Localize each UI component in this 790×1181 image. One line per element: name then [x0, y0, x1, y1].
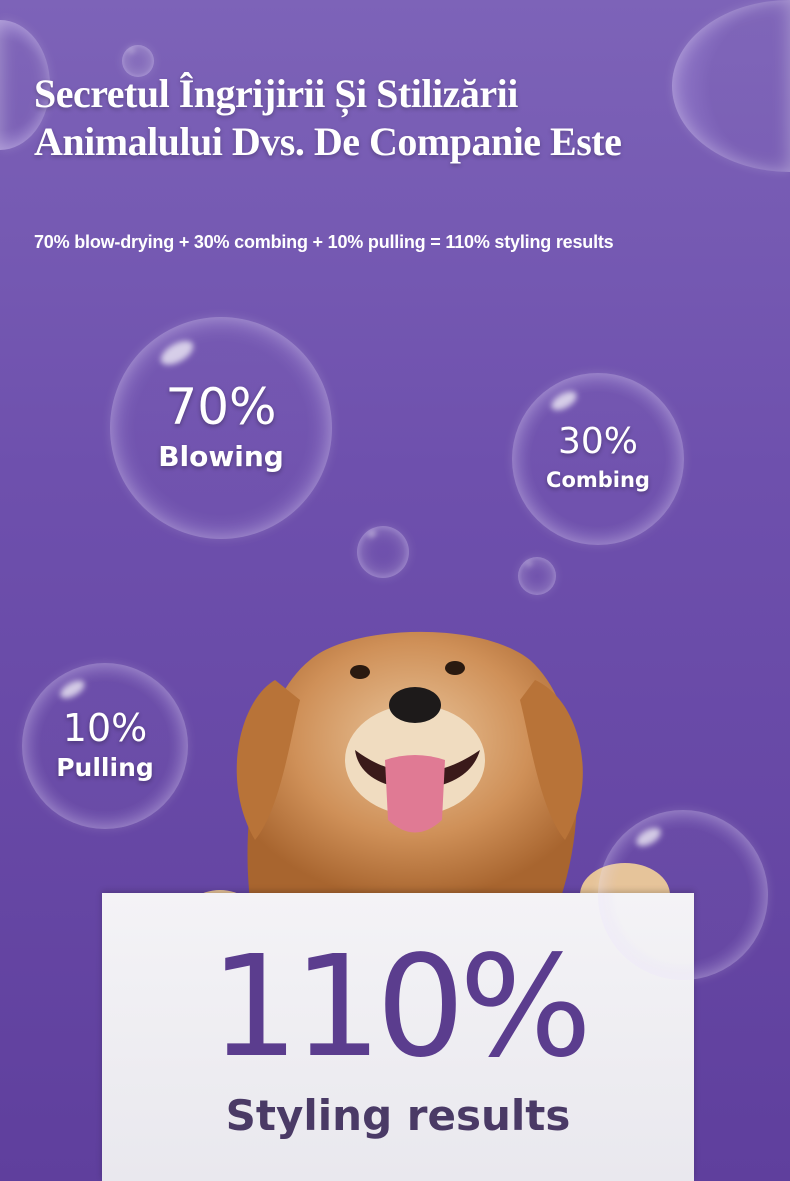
pulling-label: Pulling [56, 753, 154, 782]
combing-percent: 30% [557, 421, 638, 463]
bubble-combing: 30% Combing [512, 373, 684, 545]
bubble-blowing: 70% Blowing [110, 317, 332, 539]
result-percent: 110% [209, 926, 592, 1089]
dog-left-eye [350, 665, 370, 679]
title-line-2: Animalului Dvs. De Companie Este [34, 119, 622, 164]
dog-left-ear [236, 680, 300, 840]
result-sign: 110% Styling results [102, 893, 694, 1181]
golden-retriever-image [182, 631, 670, 940]
blowing-label: Blowing [158, 440, 284, 474]
decorative-bubble [598, 810, 768, 980]
decorative-bubble [357, 526, 409, 578]
dog-tongue [385, 755, 445, 833]
bubble-pulling: 10% Pulling [22, 663, 188, 829]
title-line-1: Secretul Îngrijirii Și Stilizării [34, 71, 518, 116]
pulling-percent: 10% [62, 706, 148, 750]
decorative-bubble [122, 45, 154, 77]
dog-nose [389, 687, 441, 723]
dog-right-eye [445, 661, 465, 675]
blowing-percent: 70% [165, 378, 277, 437]
formula-text: 70% blow-drying + 30% combing + 10% pull… [34, 232, 614, 252]
combing-label: Combing [546, 468, 650, 493]
dog-right-ear [520, 680, 583, 840]
decorative-bubble [518, 557, 556, 595]
page-title: Secretul Îngrijirii Și Stilizării Animal… [34, 70, 774, 166]
result-label: Styling results [225, 1091, 571, 1140]
